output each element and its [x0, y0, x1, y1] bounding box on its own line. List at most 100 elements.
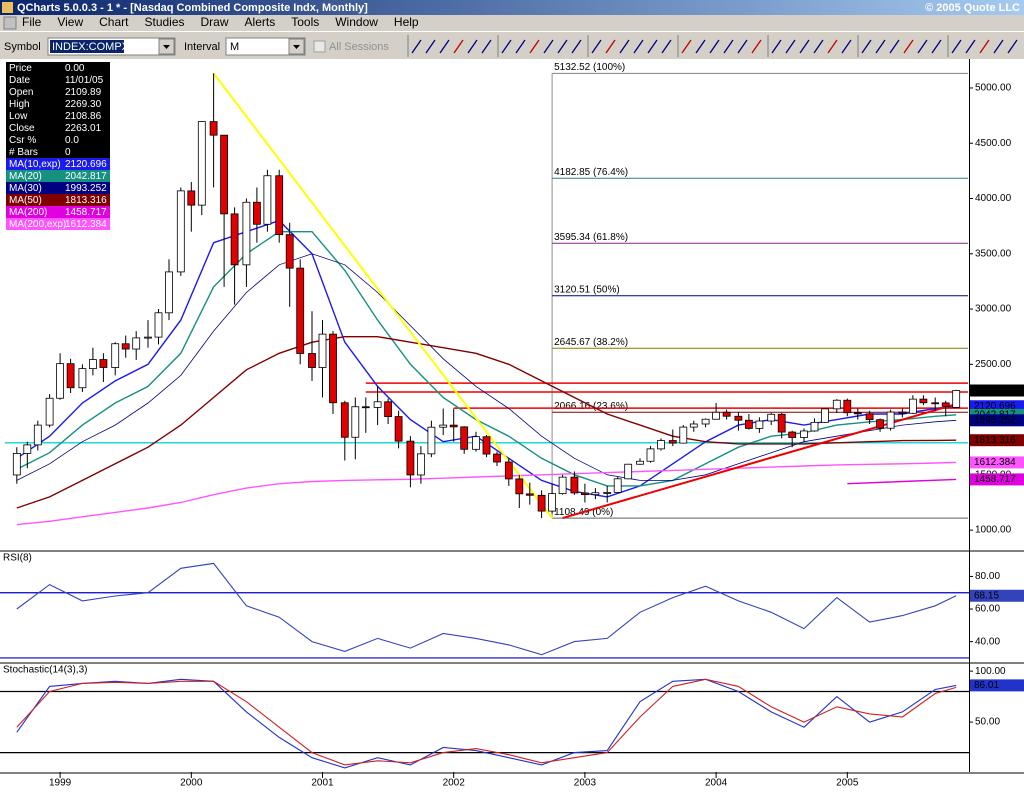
info-label: MA(200): [9, 207, 47, 218]
tool-icon[interactable]: [979, 39, 990, 54]
value-tag-label: 1612.384: [974, 457, 1016, 468]
tool-icon[interactable]: [841, 39, 852, 54]
candle-body: [952, 390, 961, 408]
info-value: 0.00: [65, 63, 85, 74]
tool-icon[interactable]: [681, 39, 692, 54]
info-value: 1458.717: [65, 207, 107, 218]
candle-body: [144, 336, 152, 339]
candle-body: [668, 440, 677, 444]
window-title: QCharts 5.0.0.3 - 1 * - [Nasdaq Combined…: [17, 2, 368, 14]
tool-icon[interactable]: [619, 39, 630, 54]
tool-icon[interactable]: [737, 39, 748, 54]
tool-icon[interactable]: [813, 39, 824, 54]
tool-icon[interactable]: [1007, 39, 1018, 54]
tool-icon[interactable]: [917, 39, 928, 54]
candle-body: [657, 440, 665, 450]
interval-input[interactable]: [225, 37, 306, 56]
symbol-value: INDEX:COMPX: [52, 41, 130, 53]
tool-icon[interactable]: [571, 39, 582, 54]
candle-body: [701, 418, 710, 425]
value-tag: [970, 473, 1024, 486]
value-tag-label: 1993.252: [974, 415, 1016, 426]
candle-body: [197, 121, 206, 206]
tool-icon[interactable]: [771, 39, 782, 54]
tool-icon[interactable]: [931, 39, 942, 54]
candle-body: [777, 413, 786, 433]
panel-label: Stochastic(14(3),3): [3, 665, 87, 676]
info-value: 11/01/05: [65, 75, 104, 86]
tool-icon[interactable]: [411, 39, 422, 54]
tool-icon[interactable]: [605, 39, 616, 54]
menu-item[interactable]: Help: [394, 15, 419, 29]
tool-icon[interactable]: [889, 39, 900, 54]
candle-body: [154, 312, 163, 338]
y-tick-label: 40.00: [975, 636, 1000, 647]
menu-item[interactable]: View: [57, 15, 83, 29]
candle-body: [504, 461, 513, 480]
tool-icon[interactable]: [965, 39, 976, 54]
y-tick-label: 1000.00: [975, 525, 1012, 536]
chart-area: [0, 59, 1024, 794]
tool-icon[interactable]: [425, 39, 436, 54]
tool-icon[interactable]: [501, 39, 512, 54]
tool-icon[interactable]: [515, 39, 526, 54]
tool-icon[interactable]: [591, 39, 602, 54]
all-sessions-checkbox[interactable]: [313, 40, 326, 53]
tool-icon[interactable]: [875, 39, 886, 54]
tool-icon[interactable]: [661, 39, 672, 54]
info-label: MA(50): [9, 195, 42, 206]
tool-icon[interactable]: [903, 39, 914, 54]
moving-average: [16, 461, 957, 526]
tool-icon[interactable]: [529, 39, 540, 54]
tool-icon[interactable]: [993, 39, 1004, 54]
info-label: Date: [9, 75, 31, 86]
tool-icon[interactable]: [709, 39, 720, 54]
interval-value: M: [230, 41, 239, 53]
tool-icon[interactable]: [453, 39, 464, 54]
interval-label: Interval: [184, 41, 220, 53]
candle-body: [439, 424, 448, 428]
tool-icon[interactable]: [861, 39, 872, 54]
y-tick-label: 4500.00: [975, 138, 1012, 149]
tool-icon[interactable]: [481, 39, 492, 54]
tool-icon[interactable]: [951, 39, 962, 54]
menu-item[interactable]: Chart: [99, 15, 129, 29]
menu-item[interactable]: Studies: [144, 15, 184, 29]
toolbar-icons: [407, 35, 1018, 57]
tool-icon[interactable]: [695, 39, 706, 54]
candle-body: [493, 453, 501, 463]
value-tag-label: 1813.316: [974, 435, 1016, 446]
info-value: 1612.384: [65, 219, 107, 230]
tool-icon[interactable]: [543, 39, 554, 54]
menu-item[interactable]: File: [22, 15, 42, 29]
candle-body: [275, 175, 284, 236]
tool-icon[interactable]: [723, 39, 734, 54]
tool-icon[interactable]: [557, 39, 568, 54]
candle-body: [886, 411, 895, 429]
tool-icon[interactable]: [439, 39, 450, 54]
menu-item[interactable]: Draw: [201, 15, 229, 29]
tool-icon[interactable]: [647, 39, 658, 54]
menu-item[interactable]: Alerts: [245, 15, 276, 29]
candle-body: [810, 421, 819, 432]
fib-label: 3595.34 (61.8%): [554, 232, 628, 243]
selection: [50, 40, 124, 53]
value-tag: [970, 679, 1024, 692]
tool-icon[interactable]: [633, 39, 644, 54]
fib-label: 2645.67 (38.2%): [554, 337, 628, 348]
info-label: Open: [9, 87, 33, 98]
candle-body: [679, 426, 688, 444]
tool-icon[interactable]: [751, 39, 762, 54]
menu-item[interactable]: Window: [335, 15, 378, 29]
menu-item[interactable]: Tools: [291, 15, 319, 29]
tool-icon[interactable]: [827, 39, 838, 54]
candle-body: [919, 398, 928, 404]
y-tick-label: 80.00: [975, 571, 1000, 582]
menu: File View Chart Studies Draw Alerts Tools Windo…: [3, 15, 419, 30]
tool-icon[interactable]: [467, 39, 478, 54]
info-value: 2263.01: [65, 123, 102, 134]
candle-body: [515, 478, 524, 495]
tool-icon[interactable]: [785, 39, 796, 54]
tool-icon[interactable]: [799, 39, 810, 54]
candle-body: [99, 359, 108, 368]
